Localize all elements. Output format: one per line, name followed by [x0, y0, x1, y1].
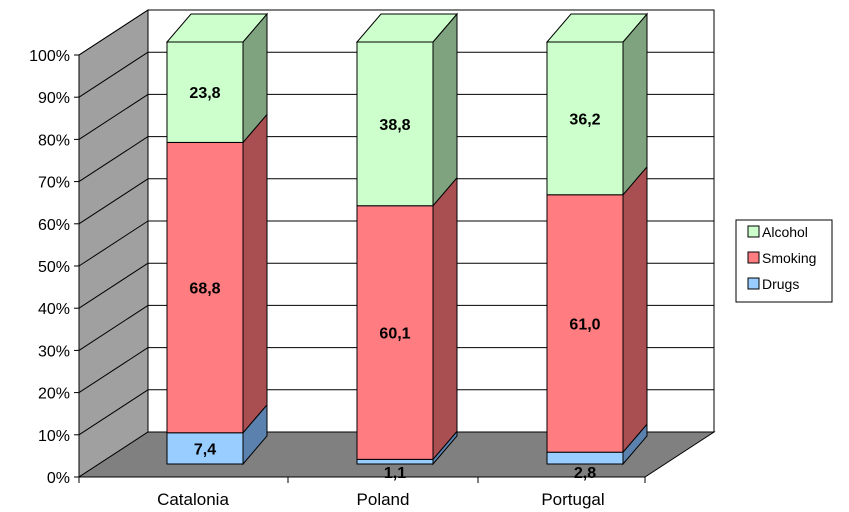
bar-group: 2,8 61,0 36,2	[545, 12, 649, 482]
gridline-side	[78, 389, 149, 436]
y-tick-label: 100%	[29, 48, 70, 65]
gridline-side	[78, 9, 149, 56]
gridline-side	[78, 178, 149, 225]
bar-segment-smoking	[166, 141, 244, 434]
y-tick-label: 10%	[38, 428, 70, 445]
bar-segment-alcohol	[356, 41, 434, 207]
legend-label-drugs: Drugs	[762, 276, 799, 292]
legend: Alcohol Smoking Drugs	[735, 219, 833, 303]
data-label: 23,8	[189, 85, 220, 102]
bar-segment-drugs	[546, 451, 624, 465]
bar-top	[355, 13, 459, 43]
legend-label-smoking: Smoking	[762, 250, 816, 266]
bar-group: 1,1 60,1 38,8	[355, 12, 459, 482]
y-axis-ticks: 0% 10% 20% 30% 40% 50% 60% 70% 80% 90% 100%	[29, 48, 646, 487]
category-label: Catalonia	[157, 490, 229, 509]
data-label: 60,1	[379, 326, 410, 343]
bar-side-smoking	[432, 176, 458, 461]
bar-segment-smoking	[546, 194, 624, 453]
gridline-side	[78, 93, 149, 140]
data-label: 2,8	[574, 465, 596, 482]
data-label: 36,2	[569, 111, 600, 128]
gridline-side	[78, 304, 149, 351]
y-tick-label: 70%	[38, 175, 70, 192]
bar-side-alcohol	[622, 12, 648, 197]
data-label: 61,0	[569, 316, 600, 333]
bar-side-alcohol	[432, 12, 458, 208]
gridline-side	[78, 220, 149, 267]
bar-segment-drugs	[166, 432, 244, 465]
gridline-side	[78, 136, 149, 183]
legend-swatch-smoking	[747, 251, 760, 264]
bars: 7,4 68,8 23,8 1,1 60,1 38,8 2,8 61,0 36,2	[165, 12, 649, 482]
legend-swatch-alcohol	[747, 225, 760, 238]
y-tick-label: 30%	[38, 343, 70, 360]
y-tick-label: 40%	[38, 301, 70, 318]
data-label: 7,4	[194, 441, 216, 458]
bar-top	[165, 13, 269, 43]
bar-segment-drugs	[356, 458, 434, 465]
y-tick-label: 80%	[38, 132, 70, 149]
data-label: 38,8	[379, 117, 410, 134]
gridline-side	[78, 347, 149, 394]
legend-label-alcohol: Alcohol	[762, 224, 808, 240]
x-axis-categories: Catalonia Poland Portugal	[157, 490, 605, 509]
data-label: 1,1	[384, 465, 406, 482]
bar-side-smoking	[242, 113, 268, 435]
legend-swatch-drugs	[747, 277, 760, 290]
bar-segment-alcohol	[546, 41, 624, 196]
bar-top	[545, 13, 649, 43]
gridline-side	[78, 51, 149, 98]
bar-segment-alcohol	[166, 41, 244, 143]
bar-group: 7,4 68,8 23,8	[165, 12, 269, 466]
category-label: Portugal	[541, 490, 604, 509]
bar-segment-smoking	[356, 205, 434, 460]
gridline-side	[78, 262, 149, 309]
category-label: Poland	[357, 490, 410, 509]
bar-side-smoking	[622, 165, 648, 454]
y-tick-label: 60%	[38, 217, 70, 234]
y-tick-label: 0%	[47, 470, 70, 487]
y-tick-label: 50%	[38, 259, 70, 276]
y-tick-label: 20%	[38, 386, 70, 403]
data-label: 68,8	[189, 281, 220, 298]
y-tick-label: 90%	[38, 90, 70, 107]
